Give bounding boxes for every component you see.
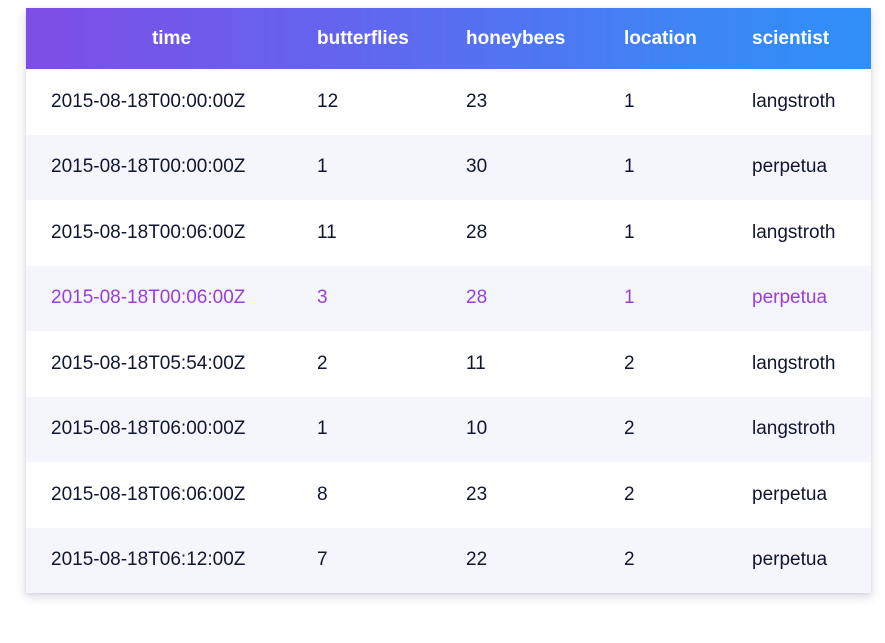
data-table: time butterflies honeybees location scie… (26, 8, 871, 593)
data-table-card: time butterflies honeybees location scie… (26, 8, 871, 593)
table-row[interactable]: 2015-08-18T00:00:00Z 12 23 1 langstroth (26, 69, 871, 135)
cell-scientist: langstroth (752, 418, 836, 440)
cell-scientist: langstroth (752, 352, 836, 374)
cell-butterflies: 1 (317, 156, 328, 178)
cell-time: 2015-08-18T06:06:00Z (51, 483, 246, 505)
cell-butterflies: 7 (317, 549, 328, 571)
cell-location: 2 (624, 483, 635, 505)
cell-location: 2 (624, 418, 635, 440)
cell-location: 1 (624, 90, 635, 112)
cell-time: 2015-08-18T00:06:00Z (51, 221, 246, 243)
header-row: time butterflies honeybees location scie… (26, 8, 871, 69)
cell-butterflies: 11 (317, 221, 337, 243)
column-header-location[interactable]: location (624, 27, 697, 49)
cell-time: 2015-08-18T00:00:00Z (51, 90, 246, 112)
cell-scientist: perpetua (752, 483, 828, 505)
cell-butterflies: 1 (317, 418, 328, 440)
table-row[interactable]: 2015-08-18T05:54:00Z 2 11 2 langstroth (26, 331, 871, 397)
cell-butterflies: 8 (317, 483, 328, 505)
cell-honeybees: 11 (466, 352, 486, 374)
cell-time: 2015-08-18T06:00:00Z (51, 418, 246, 440)
cell-location: 1 (624, 221, 635, 243)
column-header-honeybees[interactable]: honeybees (466, 27, 566, 49)
cell-honeybees: 28 (466, 221, 488, 243)
table-row[interactable]: 2015-08-18T00:06:00Z 11 28 1 langstroth (26, 200, 871, 266)
cell-time: 2015-08-18T06:12:00Z (51, 549, 246, 571)
cell-scientist: perpetua (752, 549, 828, 571)
table-header: time butterflies honeybees location scie… (26, 8, 871, 69)
cell-honeybees: 28 (466, 287, 488, 309)
cell-butterflies: 2 (317, 352, 328, 374)
table-row[interactable]: 2015-08-18T06:12:00Z 7 22 2 perpetua (26, 527, 871, 593)
cell-scientist: perpetua (752, 156, 828, 178)
cell-honeybees: 22 (466, 549, 488, 571)
cell-time: 2015-08-18T00:00:00Z (51, 156, 246, 178)
cell-time: 2015-08-18T00:06:00Z (51, 287, 246, 309)
cell-location: 2 (624, 352, 635, 374)
cell-time: 2015-08-18T05:54:00Z (51, 352, 246, 374)
cell-scientist: langstroth (752, 221, 836, 243)
table-row[interactable]: 2015-08-18T06:06:00Z 8 23 2 perpetua (26, 462, 871, 528)
column-header-scientist[interactable]: scientist (752, 27, 830, 49)
cell-butterflies: 12 (317, 90, 339, 112)
cell-honeybees: 10 (466, 418, 488, 440)
cell-location: 2 (624, 549, 635, 571)
cell-scientist: perpetua (752, 287, 828, 309)
cell-honeybees: 23 (466, 483, 488, 505)
cell-honeybees: 30 (466, 156, 488, 178)
cell-location: 1 (624, 287, 635, 309)
table-row[interactable]: 2015-08-18T00:06:00Z 3 28 1 perpetua (26, 265, 871, 331)
column-header-time[interactable]: time (151, 27, 192, 49)
cell-scientist: langstroth (752, 90, 836, 112)
table-row[interactable]: 2015-08-18T06:00:00Z 1 10 2 langstroth (26, 396, 871, 462)
cell-butterflies: 3 (317, 287, 328, 309)
cell-honeybees: 23 (466, 90, 488, 112)
table-body: 2015-08-18T00:00:00Z 12 23 1 langstroth 2015-… (26, 69, 871, 593)
column-header-butterflies[interactable]: butterflies (317, 27, 409, 49)
cell-location: 1 (624, 156, 635, 178)
table-row[interactable]: 2015-08-18T00:00:00Z 1 30 1 perpetua (26, 134, 871, 200)
